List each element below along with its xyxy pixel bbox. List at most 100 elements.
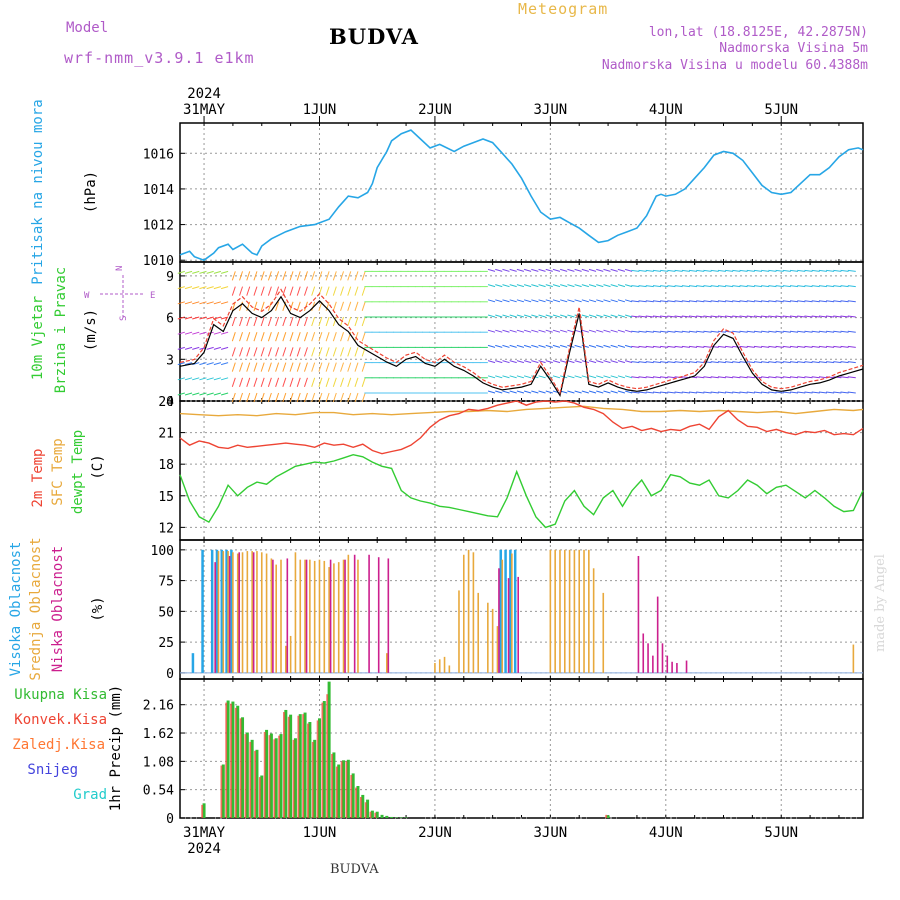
precip-ytick-label: 1.62 bbox=[143, 727, 174, 742]
wind-barb bbox=[318, 316, 323, 327]
cloud-bar-mid bbox=[227, 551, 229, 673]
precip-conv-bar bbox=[268, 735, 271, 818]
wind-barb bbox=[502, 284, 510, 288]
model-name: wrf-nmm_v3.9.1 e1km bbox=[64, 49, 255, 67]
wind-barb bbox=[768, 315, 777, 318]
wind-barb bbox=[545, 344, 553, 348]
clouds-frame bbox=[179, 539, 864, 680]
wind-barb bbox=[213, 362, 222, 366]
wind-barb bbox=[710, 361, 719, 364]
wind-barb bbox=[340, 332, 345, 342]
wind-barb bbox=[177, 346, 185, 350]
wind-barb bbox=[631, 269, 640, 272]
wind-barb bbox=[790, 330, 799, 333]
wind-barb bbox=[652, 330, 662, 333]
wind-barb bbox=[213, 392, 222, 396]
wind-barb bbox=[797, 330, 806, 333]
wind-barb bbox=[332, 316, 337, 327]
wind-barb bbox=[260, 392, 265, 403]
cloud-bar-mid bbox=[294, 552, 297, 673]
wind-barb bbox=[818, 361, 827, 364]
cloud-bar-mid bbox=[458, 590, 460, 673]
wind-barb bbox=[804, 376, 813, 379]
wind-barb bbox=[487, 329, 496, 333]
meteogram-subtitle: Meteogram bbox=[518, 0, 609, 18]
wind-barb bbox=[717, 285, 726, 288]
wind-barb bbox=[567, 390, 575, 394]
wind-barb bbox=[746, 345, 755, 348]
wind-barb bbox=[768, 330, 777, 333]
cloud-bar-low bbox=[286, 558, 289, 673]
wind-barb bbox=[652, 391, 662, 394]
footer-station: BUDVA bbox=[330, 862, 379, 877]
wind-barb bbox=[645, 300, 654, 303]
wind-barb bbox=[289, 362, 294, 372]
precip-total-bar bbox=[317, 718, 321, 818]
wind-barb bbox=[833, 345, 842, 348]
wind-barb bbox=[631, 285, 640, 288]
wind-barb bbox=[703, 315, 712, 318]
wind-barb bbox=[267, 286, 272, 296]
wind-barb bbox=[761, 315, 770, 318]
clouds-ytick-label: 50 bbox=[158, 605, 174, 620]
wind-barb bbox=[502, 299, 510, 303]
wind-barb bbox=[347, 377, 352, 387]
wind-barb bbox=[560, 329, 568, 333]
wind-barb bbox=[818, 345, 827, 348]
wind-barb bbox=[220, 270, 229, 274]
wind-barb bbox=[624, 344, 633, 348]
cloud-bar-mid bbox=[256, 551, 258, 673]
precip-total-bar bbox=[274, 738, 278, 818]
precip-legend-4: Grad bbox=[73, 787, 107, 803]
low-cloud-ylabel: Niska Oblacnost bbox=[50, 546, 66, 672]
wind-barb bbox=[523, 390, 532, 394]
wind-barb bbox=[775, 300, 784, 303]
wind-barb bbox=[199, 286, 207, 290]
wind-barb bbox=[782, 361, 791, 364]
temperature-ytick-label: 12 bbox=[158, 521, 174, 536]
wind-barb bbox=[574, 390, 582, 394]
wind-barb bbox=[311, 271, 316, 281]
wind-barb bbox=[624, 299, 633, 303]
wind-barb bbox=[340, 286, 345, 296]
wind-barb bbox=[184, 331, 193, 335]
wind-barb bbox=[340, 301, 345, 311]
wind-barb bbox=[516, 329, 525, 333]
wind-barb bbox=[710, 330, 719, 333]
wind-barb bbox=[667, 269, 676, 272]
wind-barb bbox=[603, 390, 611, 394]
top-date-label: 3JUN bbox=[533, 102, 567, 118]
wind-barb bbox=[681, 300, 690, 303]
wind-barb bbox=[332, 362, 337, 372]
bottom-date-label: 3JUN bbox=[533, 825, 567, 841]
wind-barb bbox=[311, 286, 316, 296]
wind-barb bbox=[674, 285, 683, 288]
wind-barb bbox=[296, 347, 301, 357]
precip-conv-bar bbox=[364, 802, 367, 818]
wind-barb bbox=[296, 316, 301, 327]
cloud-bar-high bbox=[225, 549, 228, 673]
wind-barb bbox=[296, 301, 301, 311]
precip-total-bar bbox=[260, 775, 264, 818]
wind-barb bbox=[239, 286, 244, 296]
cloud-bar-low bbox=[214, 562, 216, 673]
wind-barb bbox=[253, 301, 258, 311]
cloud-bar-mid bbox=[309, 559, 311, 673]
wind-barb bbox=[638, 315, 647, 318]
wind-barb bbox=[361, 362, 366, 372]
wind-barb bbox=[596, 299, 604, 303]
wind-barb bbox=[790, 391, 799, 394]
pressure-unit-label: (hPa) bbox=[83, 171, 99, 213]
precip-conv-bar bbox=[220, 765, 223, 818]
wind-barb bbox=[610, 299, 618, 303]
wind-barb bbox=[184, 286, 193, 290]
cloud-bar-mid bbox=[434, 663, 436, 673]
wind-barb bbox=[596, 314, 604, 318]
wind-barb bbox=[538, 375, 546, 379]
wind-barb bbox=[667, 330, 676, 333]
wind-barb bbox=[804, 315, 813, 318]
temp-unit-label: (C) bbox=[90, 454, 106, 479]
wind-barb bbox=[797, 285, 806, 288]
precip-conv-bar bbox=[297, 715, 300, 818]
wind-barb bbox=[753, 269, 763, 272]
